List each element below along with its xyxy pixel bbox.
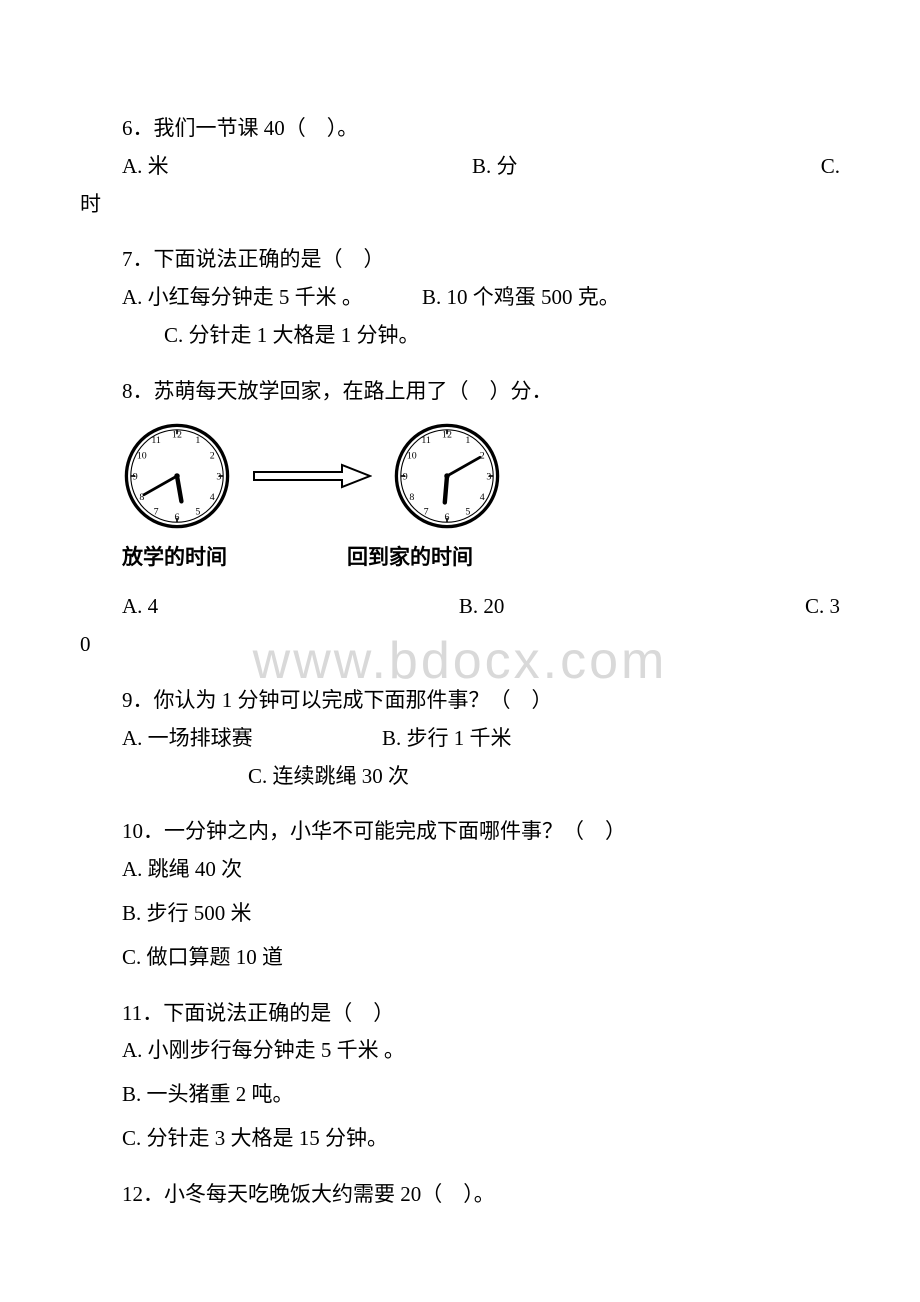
q11-option-b: B. 一头猪重 2 吨。 bbox=[122, 1076, 840, 1114]
q8-clocks-row: 12 1 2 3 4 5 6 7 8 9 10 11 bbox=[122, 421, 840, 531]
q7-text: 7．下面说法正确的是（ ） bbox=[80, 241, 840, 279]
q7-option-a: A. 小红每分钟走 5 千米 。 bbox=[122, 279, 422, 317]
q9-option-c: C. 连续跳绳 30 次 bbox=[248, 758, 840, 796]
document-content: 6．我们一节课 40（ ）。 A. 米 B. 分 C. 时 7．下面说法正确的是… bbox=[80, 110, 840, 1214]
q10-options: A. 跳绳 40 次 B. 步行 500 米 C. 做口算题 10 道 bbox=[80, 851, 840, 976]
q7-option-c: C. 分针走 1 大格是 1 分钟。 bbox=[164, 317, 840, 355]
question-7: 7．下面说法正确的是（ ） A. 小红每分钟走 5 千米 。 B. 10 个鸡蛋… bbox=[80, 241, 840, 354]
q6-text: 6．我们一节课 40（ ）。 bbox=[80, 110, 840, 148]
svg-text:2: 2 bbox=[480, 450, 485, 461]
clock-left-icon: 12 1 2 3 4 5 6 7 8 9 10 11 bbox=[122, 421, 232, 531]
clock-right-icon: 12 1 2 3 4 5 6 7 8 9 10 11 bbox=[392, 421, 502, 531]
svg-text:5: 5 bbox=[195, 506, 200, 517]
q9-option-a: A. 一场排球赛 bbox=[122, 720, 382, 758]
q7-options-line1: A. 小红每分钟走 5 千米 。 B. 10 个鸡蛋 500 克。 bbox=[122, 279, 840, 317]
svg-text:11: 11 bbox=[151, 435, 161, 446]
svg-text:10: 10 bbox=[407, 450, 417, 461]
svg-text:8: 8 bbox=[409, 492, 414, 503]
svg-text:1: 1 bbox=[465, 435, 470, 446]
svg-text:1: 1 bbox=[195, 435, 200, 446]
svg-text:11: 11 bbox=[421, 435, 431, 446]
question-11: 11．下面说法正确的是（ ） A. 小刚步行每分钟走 5 千米 。 B. 一头猪… bbox=[80, 995, 840, 1158]
question-10: 10．一分钟之内，小华不可能完成下面哪件事？（ ） A. 跳绳 40 次 B. … bbox=[80, 813, 840, 976]
q6-option-c-wrap: 时 bbox=[80, 186, 840, 224]
q10-text: 10．一分钟之内，小华不可能完成下面哪件事？（ ） bbox=[80, 813, 840, 851]
q11-options: A. 小刚步行每分钟走 5 千米 。 B. 一头猪重 2 吨。 C. 分针走 3… bbox=[80, 1032, 840, 1157]
q8-clock-labels: 放学的时间 回到家的时间 bbox=[122, 539, 840, 577]
svg-text:4: 4 bbox=[480, 492, 485, 503]
question-9: 9．你认为 1 分钟可以完成下面那件事？（ ） A. 一场排球赛 B. 步行 1… bbox=[80, 682, 840, 795]
svg-text:5: 5 bbox=[465, 506, 470, 517]
arrow-icon bbox=[252, 462, 372, 490]
svg-text:7: 7 bbox=[154, 506, 159, 517]
q11-option-c: C. 分针走 3 大格是 15 分钟。 bbox=[122, 1120, 840, 1158]
q6-option-a: A. 米 bbox=[122, 148, 169, 186]
svg-text:7: 7 bbox=[424, 506, 429, 517]
q8-options: A. 4 B. 20 C. 3 bbox=[80, 588, 840, 626]
svg-text:2: 2 bbox=[210, 450, 215, 461]
q12-text: 12．小冬每天吃晚饭大约需要 20（ ）。 bbox=[80, 1176, 840, 1214]
q10-option-c: C. 做口算题 10 道 bbox=[122, 939, 840, 977]
q8-option-c-wrap: 0 bbox=[80, 626, 840, 664]
svg-text:10: 10 bbox=[137, 450, 147, 461]
q7-option-b: B. 10 个鸡蛋 500 克。 bbox=[422, 279, 620, 317]
question-12: 12．小冬每天吃晚饭大约需要 20（ ）。 bbox=[80, 1176, 840, 1214]
q8-option-b: B. 20 bbox=[459, 588, 505, 626]
q9-option-b: B. 步行 1 千米 bbox=[382, 720, 512, 758]
q9-text: 9．你认为 1 分钟可以完成下面那件事？（ ） bbox=[80, 682, 840, 720]
svg-text:4: 4 bbox=[210, 492, 215, 503]
q6-options: A. 米 B. 分 C. bbox=[80, 148, 840, 186]
q6-option-c: C. bbox=[821, 148, 840, 186]
q8-option-a: A. 4 bbox=[122, 588, 158, 626]
q8-option-c: C. 3 bbox=[805, 588, 840, 626]
q8-label-right: 回到家的时间 bbox=[347, 539, 473, 577]
q9-options-line1: A. 一场排球赛 B. 步行 1 千米 bbox=[122, 720, 840, 758]
q8-label-left: 放学的时间 bbox=[122, 539, 227, 577]
q11-text: 11．下面说法正确的是（ ） bbox=[80, 995, 840, 1033]
q11-option-a: A. 小刚步行每分钟走 5 千米 。 bbox=[122, 1032, 840, 1070]
q10-option-a: A. 跳绳 40 次 bbox=[122, 851, 840, 889]
q10-option-b: B. 步行 500 米 bbox=[122, 895, 840, 933]
q8-text: 8．苏萌每天放学回家，在路上用了（ ）分． bbox=[80, 373, 840, 411]
q6-option-b: B. 分 bbox=[472, 148, 518, 186]
question-8: 8．苏萌每天放学回家，在路上用了（ ）分． 12 1 2 3 4 5 6 7 8… bbox=[80, 373, 840, 664]
question-6: 6．我们一节课 40（ ）。 A. 米 B. 分 C. 时 bbox=[80, 110, 840, 223]
